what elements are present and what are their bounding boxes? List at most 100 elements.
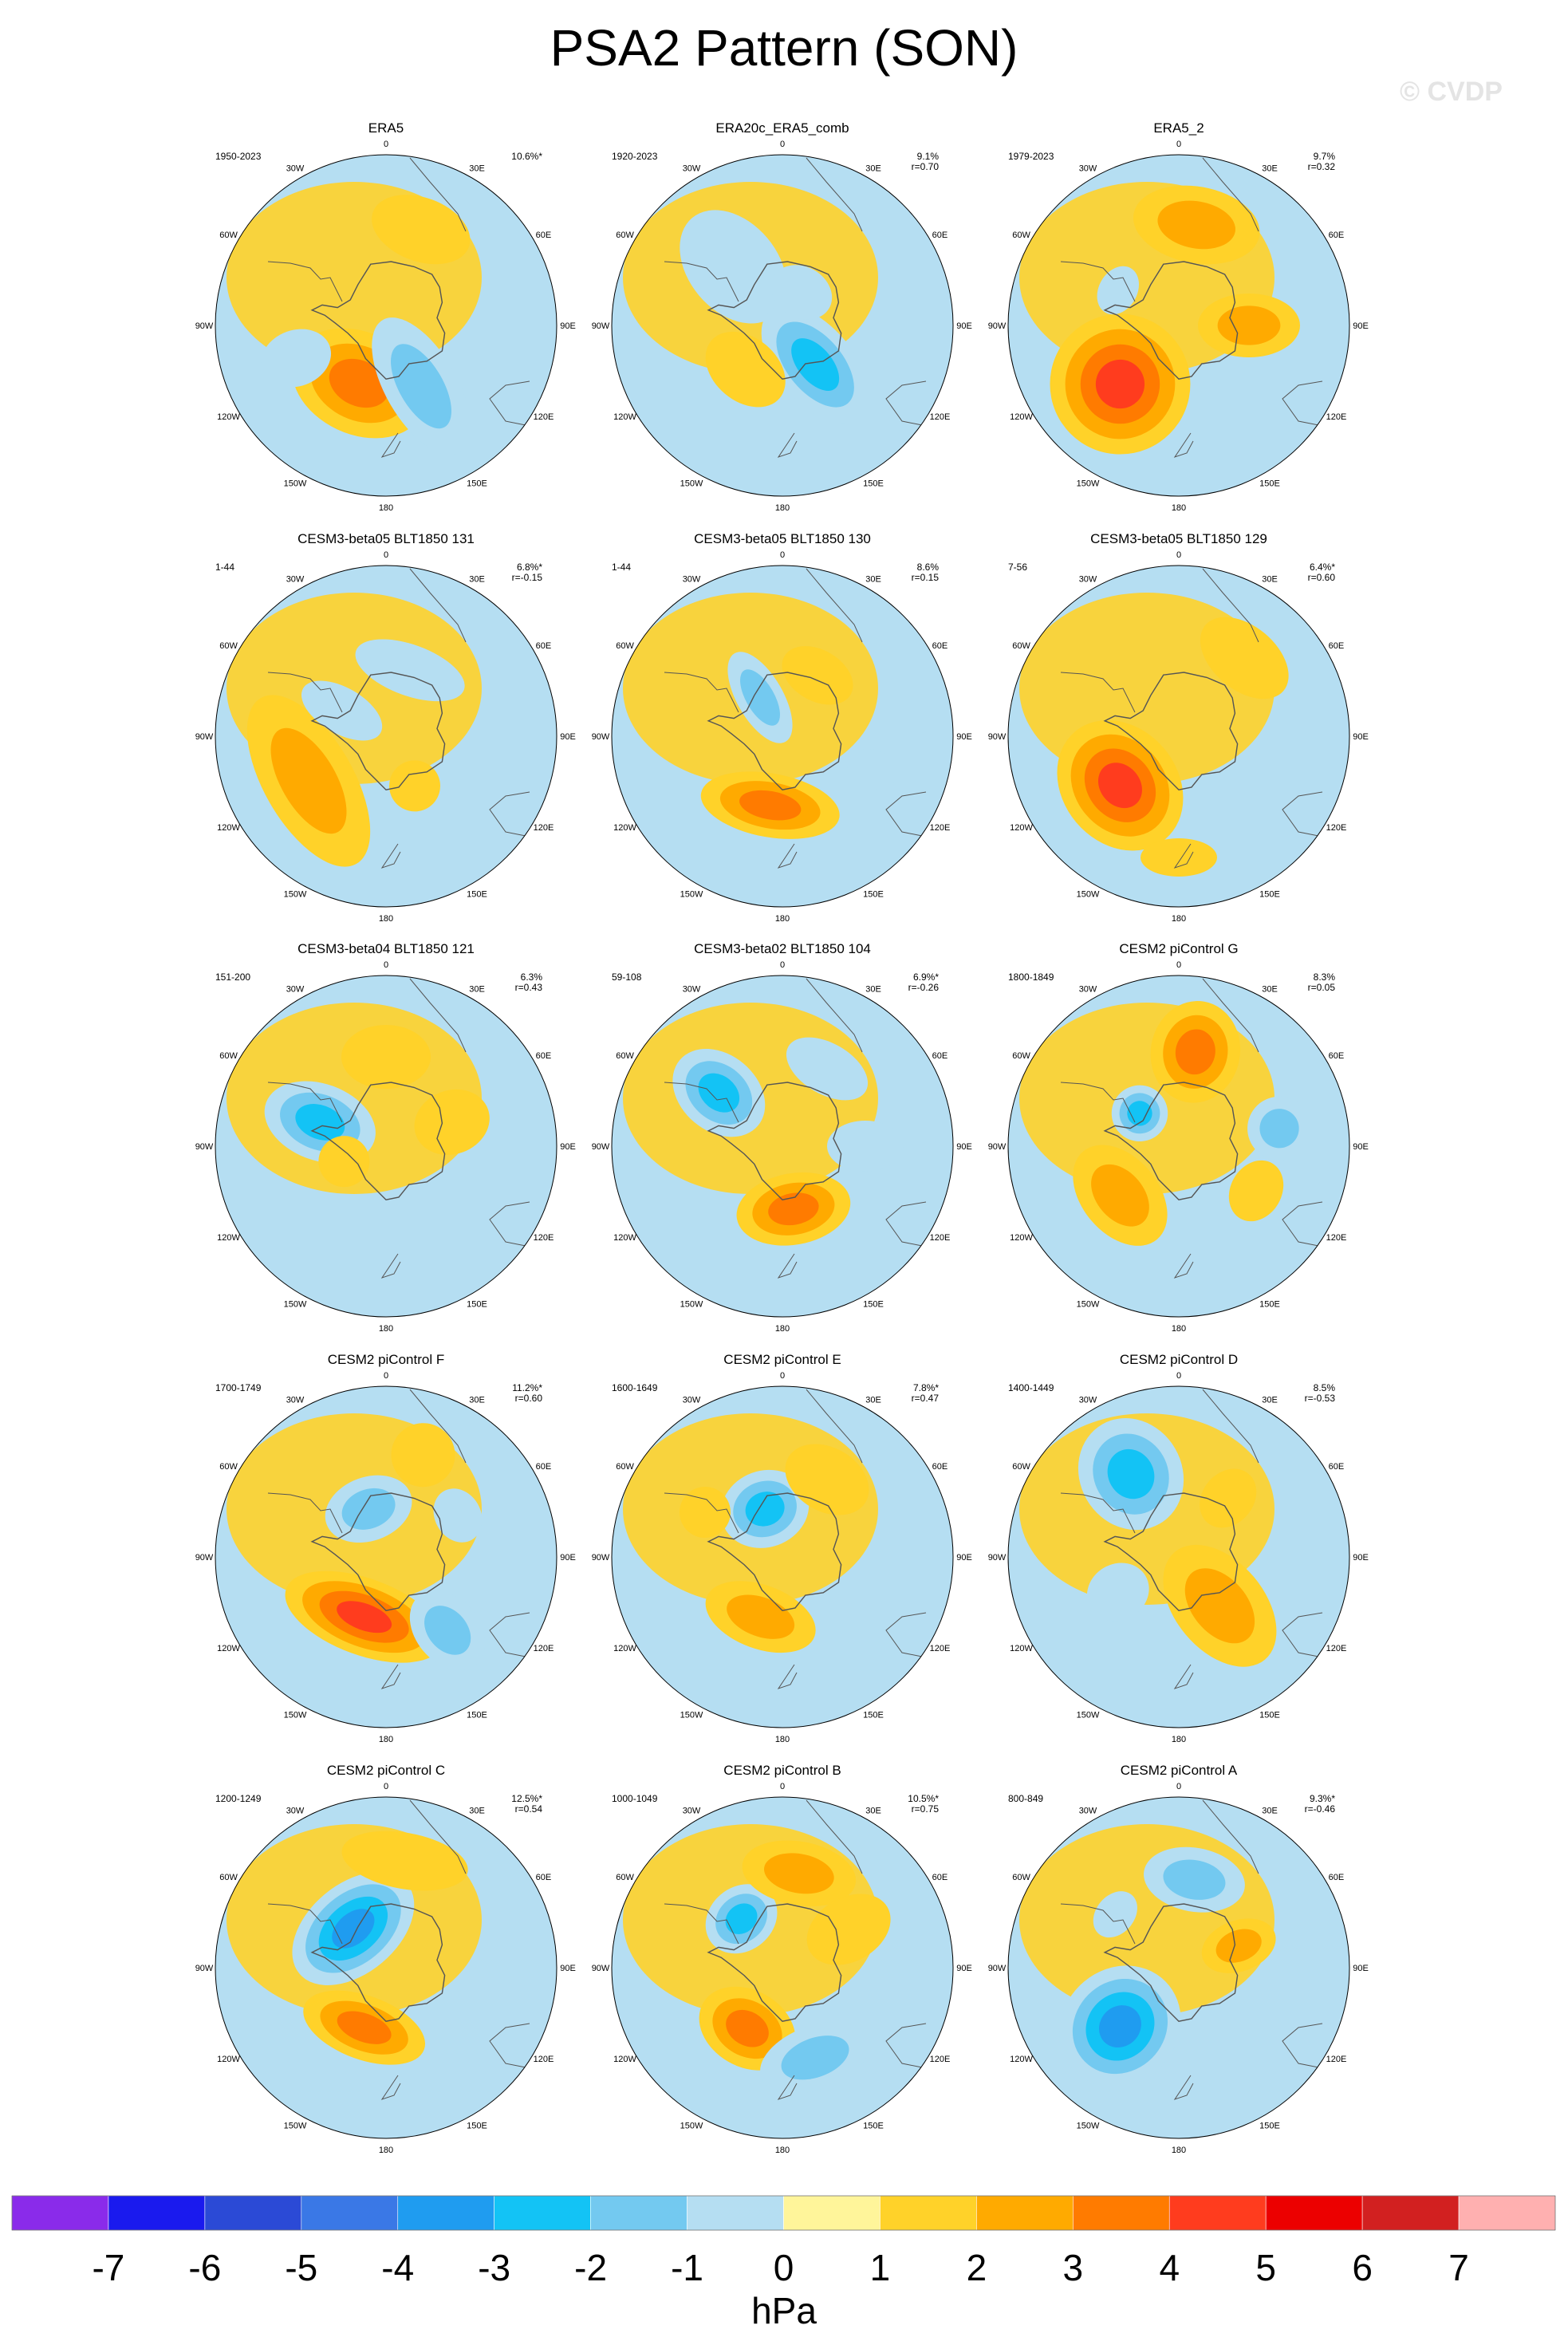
- longitude-label: 0: [1176, 960, 1181, 970]
- longitude-label: 60E: [1329, 641, 1345, 651]
- anomaly-contour: [786, 1037, 869, 1101]
- longitude-label: 30W: [683, 164, 701, 174]
- panel-variance-pct: 10.5%*: [908, 1793, 939, 1804]
- map-panel: 0 30E 60E 90E 120E 150E 180 150W 120W 90W 60W 30W CE…: [988, 1352, 1369, 1744]
- map-border: [1007, 154, 1350, 497]
- australia-coast: [489, 2023, 530, 2068]
- longitude-label: 60W: [219, 1462, 238, 1472]
- anomaly-contour: [341, 1831, 468, 1891]
- panel-correlation: r=0.60: [515, 1393, 543, 1404]
- longitude-label: 180: [1172, 2146, 1186, 2155]
- map-border: [1007, 975, 1350, 1318]
- colorbar-tick-label: 0: [774, 2247, 794, 2288]
- anomaly-contour: [1157, 200, 1235, 250]
- longitude-label: 120W: [613, 1644, 636, 1653]
- longitude-label: 60E: [536, 641, 552, 651]
- longitude-label: 180: [775, 914, 790, 924]
- anomaly-contour: [782, 646, 853, 705]
- longitude-label: 30W: [286, 985, 305, 995]
- africa-coast: [409, 1799, 467, 1874]
- longitude-label: 30E: [469, 1396, 485, 1405]
- map-panel: 0 30E 60E 90E 120E 150E 180 150W 120W 90W 60W 30W CE…: [195, 531, 576, 924]
- colorbar-tick-label: 7: [1448, 2247, 1469, 2288]
- panel-correlation: r=0.15: [912, 572, 940, 583]
- anomaly-contour: [770, 265, 833, 320]
- longitude-label: 180: [1172, 914, 1186, 924]
- longitude-label: 150W: [1077, 1710, 1100, 1720]
- panel-period: 800-849: [1008, 1793, 1043, 1804]
- longitude-label: 90E: [1353, 732, 1369, 742]
- longitude-label: 120W: [613, 412, 636, 422]
- longitude-label: 90W: [592, 1553, 610, 1563]
- longitude-label: 30E: [865, 1807, 881, 1816]
- map-border: [611, 1796, 954, 2139]
- longitude-label: 120W: [613, 2055, 636, 2064]
- longitude-label: 90W: [592, 1142, 610, 1152]
- colorbar-tick-label: -2: [574, 2247, 607, 2288]
- map-panel: 0 30E 60E 90E 120E 150E 180 150W 120W 90W 60W 30W ER…: [195, 120, 576, 513]
- antarctica-outline: [1103, 1903, 1239, 2022]
- anomaly-contour: [781, 2036, 849, 2080]
- antarctica-outline: [707, 1903, 842, 2022]
- anomaly-contour: [1200, 617, 1289, 700]
- anomaly-contour: [1215, 1929, 1262, 1963]
- longitude-label: 30E: [469, 164, 485, 174]
- anomaly-contour: [847, 748, 897, 790]
- africa-coast: [806, 1389, 863, 1464]
- longitude-label: 150E: [1259, 889, 1280, 899]
- longitude-label: 60W: [219, 1873, 238, 1882]
- colorbar-unit: hPa: [751, 2290, 817, 2331]
- africa-coast: [409, 978, 467, 1053]
- colorbar-swatch: [1458, 2195, 1556, 2231]
- australia-coast: [1282, 791, 1323, 837]
- map-panel: 0 30E 60E 90E 120E 150E 180 150W 120W 90W 60W 30W CE…: [988, 941, 1369, 1334]
- panel-title: ERA5_2: [1153, 120, 1204, 136]
- anomaly-contour: [295, 1104, 345, 1141]
- longitude-label: 30W: [683, 575, 701, 585]
- panel-variance-pct: 8.3%: [1314, 971, 1336, 983]
- colorbar-tick-label: -6: [188, 2247, 221, 2288]
- map-panel-grid: 0 30E 60E 90E 120E 150E 180 150W 120W 90W 60W 30W ER…: [195, 120, 1369, 2155]
- longitude-label: 60E: [932, 1873, 948, 1882]
- longitude-label: 30E: [865, 575, 881, 585]
- africa-coast: [1202, 1389, 1259, 1464]
- anomaly-contours: [1019, 1799, 1323, 2100]
- longitude-label: 120W: [1010, 1233, 1033, 1243]
- longitude-label: 90E: [560, 1964, 576, 1973]
- longitude-label: 90E: [1353, 1964, 1369, 1973]
- map-panel: 0 30E 60E 90E 120E 150E 180 150W 120W 90W 60W 30W CE…: [195, 941, 576, 1334]
- anomaly-contours: [1019, 1389, 1323, 1689]
- anomaly-contour: [726, 2009, 769, 2047]
- anomaly-contours: [227, 1799, 530, 2100]
- colorbar-swatch: [494, 2195, 591, 2231]
- colorbar-swatch: [976, 2195, 1074, 2231]
- longitude-label: 150E: [1259, 1299, 1280, 1309]
- longitude-label: 30E: [469, 1807, 485, 1816]
- anomaly-contour: [1086, 1563, 1149, 1622]
- longitude-label: 0: [1176, 550, 1181, 560]
- new-zealand-coast: [1173, 1253, 1194, 1279]
- panel-period: 1200-1249: [215, 1793, 262, 1804]
- longitude-label: 90E: [1353, 321, 1369, 331]
- anomaly-contours: [227, 1389, 530, 1689]
- colorbar-swatch: [397, 2195, 494, 2231]
- australia-coast: [489, 791, 530, 837]
- longitude-label: 120E: [534, 1644, 554, 1653]
- colorbar-tick-label: 4: [1159, 2247, 1180, 2288]
- colorbar-tick-label: 3: [1063, 2247, 1084, 2288]
- longitude-label: 120W: [613, 1233, 636, 1243]
- longitude-label: 150E: [863, 1710, 884, 1720]
- longitude-label: 120W: [217, 1233, 240, 1243]
- panel-period: 151-200: [215, 971, 250, 983]
- longitude-label: 90W: [592, 732, 610, 742]
- longitude-label: 30E: [469, 985, 485, 995]
- south-america-coast: [664, 261, 739, 302]
- longitude-label: 90E: [1353, 1142, 1369, 1152]
- new-zealand-coast: [380, 843, 401, 869]
- longitude-label: 150E: [863, 2121, 884, 2130]
- longitude-label: 150E: [1259, 1710, 1280, 1720]
- panel-correlation: r=0.05: [1308, 982, 1336, 993]
- panel-variance-pct: 6.8%*: [517, 562, 542, 573]
- watermark: © CVDP: [1400, 77, 1503, 107]
- figure-title: PSA2 Pattern (SON): [550, 19, 1018, 77]
